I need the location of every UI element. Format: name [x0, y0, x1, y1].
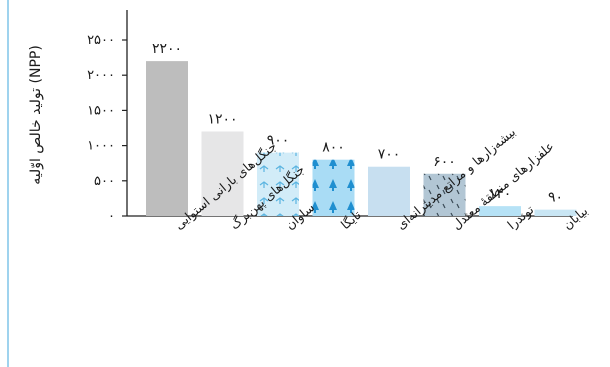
- y-tick-label: ۰: [108, 209, 115, 224]
- bar: [257, 152, 299, 216]
- bar: [146, 61, 188, 217]
- y-tick-label: ۲۰۰۰: [87, 68, 115, 83]
- bar-value-label: ۸۰۰: [322, 140, 345, 156]
- bar-value-label: ۱۲۰۰: [207, 112, 237, 128]
- bar-value-label: ۹۰۰: [267, 133, 290, 149]
- y-tick-label: ۱۰۰۰: [87, 139, 115, 154]
- bar-value-label: ۱۴۰: [489, 186, 512, 202]
- bar: [479, 206, 521, 216]
- y-tick-label: ۱۵۰۰: [87, 103, 115, 118]
- bar: [201, 131, 244, 216]
- bar-value-label: ۹۰: [548, 190, 563, 206]
- bar-value-label: ۶۰۰: [433, 154, 456, 170]
- bar: [534, 209, 577, 216]
- category-label: بیابان: [560, 203, 591, 232]
- value-labels: ۲۲۰۰ ۱۲۰۰ ۹۰۰ ۸۰۰ ۷۰۰ ۶۰۰ ۱۴۰ ۹۰: [152, 41, 563, 206]
- y-ticks: ۰ ۵۰۰ ۱۰۰۰ ۱۵۰۰ ۲۰۰۰ ۲۵۰۰: [87, 33, 127, 224]
- y-tick-label: ۵۰۰: [94, 174, 115, 189]
- bars: [146, 61, 577, 217]
- bar-value-label: ۷۰۰: [378, 147, 401, 163]
- bar: [423, 173, 466, 216]
- bar: [312, 159, 355, 216]
- bar-value-label: ۲۲۰۰: [152, 41, 182, 57]
- y-tick-label: ۲۵۰۰: [87, 33, 115, 48]
- y-axis-label: تولید خالص اوّلیه (NPP): [28, 45, 44, 185]
- bar: [368, 166, 410, 216]
